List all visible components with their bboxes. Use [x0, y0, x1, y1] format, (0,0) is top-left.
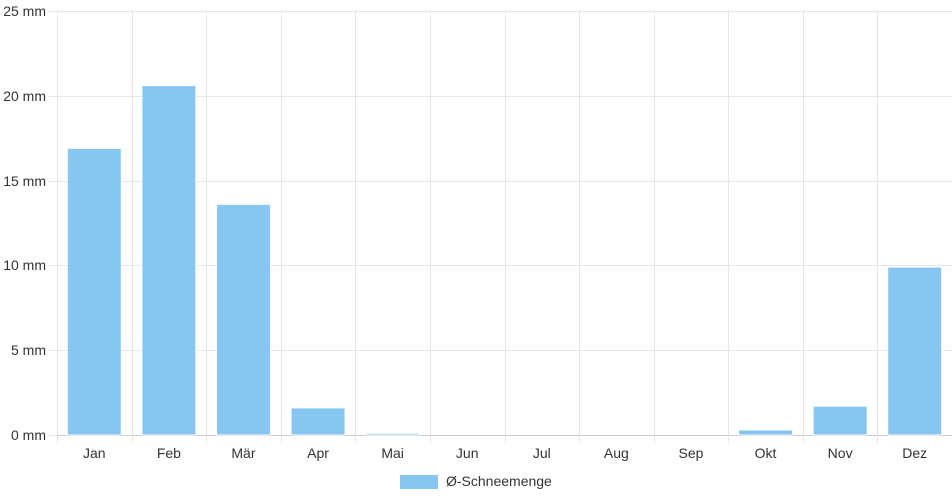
legend-swatch [400, 475, 438, 489]
x-tick-label: Aug [604, 445, 629, 461]
y-axis: 0 mm 5 mm 10 mm 15 mm 20 mm 25 mm [3, 3, 46, 443]
y-tick-label: 5 mm [11, 342, 46, 358]
legend[interactable]: Ø-Schneemenge [400, 473, 552, 489]
bar-feb[interactable] [141, 85, 197, 436]
x-tick-label: Jun [456, 445, 479, 461]
x-tick-label: Nov [828, 445, 853, 461]
y-tick-label: 20 mm [3, 88, 46, 104]
bar-okt[interactable] [738, 429, 794, 436]
y-tick-label: 25 mm [3, 3, 46, 19]
x-tick-label: Mär [231, 445, 255, 461]
legend-label: Ø-Schneemenge [446, 473, 552, 489]
bar-mai[interactable] [365, 432, 421, 436]
bar-apr[interactable] [290, 407, 346, 436]
x-tick-label: Jul [533, 445, 551, 461]
x-tick-label: Mai [381, 445, 404, 461]
y-tick-label: 10 mm [3, 257, 46, 273]
x-tick-label: Feb [157, 445, 181, 461]
bar-mär[interactable] [215, 203, 271, 436]
bar-jan[interactable] [66, 147, 122, 436]
y-tick-label: 0 mm [11, 427, 46, 443]
grid-lines [49, 11, 952, 443]
bar-nov[interactable] [812, 405, 868, 436]
bar-dez[interactable] [887, 266, 943, 436]
y-tick-label: 15 mm [3, 173, 46, 189]
x-tick-label: Dez [902, 445, 927, 461]
x-tick-label: Okt [755, 445, 777, 461]
x-axis: Jan Feb Mär Apr Mai Jun Jul Aug Sep Okt Nov Dez [83, 445, 927, 461]
x-tick-label: Sep [678, 445, 703, 461]
x-tick-label: Apr [307, 445, 329, 461]
bar-series [66, 85, 943, 436]
x-tick-label: Jan [83, 445, 106, 461]
